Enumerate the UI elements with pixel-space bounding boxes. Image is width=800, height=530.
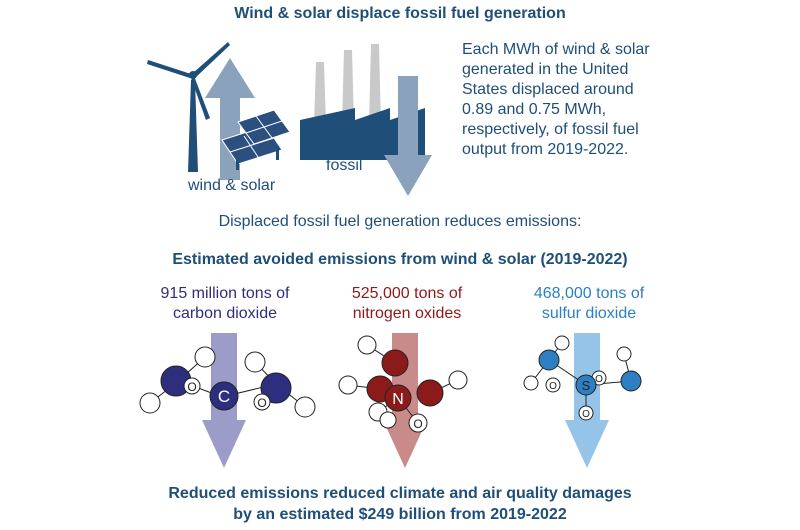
section-title: Estimated avoided emissions from wind & … (172, 251, 628, 268)
oxygen-atom-label: O (257, 396, 266, 410)
description-line: output from 2019-2022. (462, 141, 629, 158)
oxygen-atom-label: O (413, 417, 422, 431)
renewables-label: wind & solar (188, 177, 276, 194)
sulfur-atom-label: S (582, 378, 591, 393)
footer-line-2: by an estimated $249 billion from 2019-2… (233, 506, 567, 523)
carbon-atom-label: C (218, 387, 230, 406)
oxygen-atom-label: O (582, 409, 590, 420)
nox-name: nitrogen oxides (352, 305, 462, 322)
fossil-down-arrow (384, 76, 432, 196)
so2-arrow (565, 333, 609, 468)
so2-amount: 468,000 tons of (533, 285, 645, 302)
so2-molecule-icon (523, 335, 642, 421)
oxygen-atom-label: O (187, 380, 196, 394)
atom-letters: C O O N O S O O O (187, 374, 603, 431)
oxygen-atom-label: O (549, 381, 557, 392)
description: Each MWh of wind & solar generated in th… (462, 40, 712, 160)
solar-panel-icon (221, 109, 291, 170)
description-line: 0.89 and 0.75 MWh, (462, 101, 607, 118)
factory-icon (300, 44, 425, 160)
nox-molecule-icon (338, 335, 468, 433)
description-line: generated in the United (462, 61, 629, 78)
wind-turbine-icon (147, 42, 230, 172)
co2-arrow (202, 333, 246, 468)
oxygen-atom-label: O (595, 374, 603, 385)
co2-label: 915 million tons of carbon dioxide (130, 284, 320, 324)
description-line: States displaced around (462, 81, 634, 98)
description-line: Each MWh of wind & solar (462, 41, 650, 58)
so2-label: 468,000 tons of sulfur dioxide (494, 284, 684, 324)
page-title: Wind & solar displace fossil fuel genera… (234, 5, 566, 22)
fossil-label: fossil (326, 157, 363, 174)
co2-amount: 915 million tons of (160, 285, 290, 302)
emissions-statement: Displaced fossil fuel generation reduces… (218, 213, 582, 230)
description-line: respectively, of fossil fuel (462, 121, 639, 138)
so2-name: sulfur dioxide (541, 305, 637, 322)
co2-name: carbon dioxide (172, 305, 278, 322)
nox-amount: 525,000 tons of (351, 285, 463, 302)
co2-molecule-icon (139, 346, 316, 418)
nox-label: 525,000 tons of nitrogen oxides (312, 284, 502, 324)
nitrogen-atom-label: N (392, 391, 404, 408)
footer-line-1: Reduced emissions reduced climate and ai… (168, 485, 632, 502)
